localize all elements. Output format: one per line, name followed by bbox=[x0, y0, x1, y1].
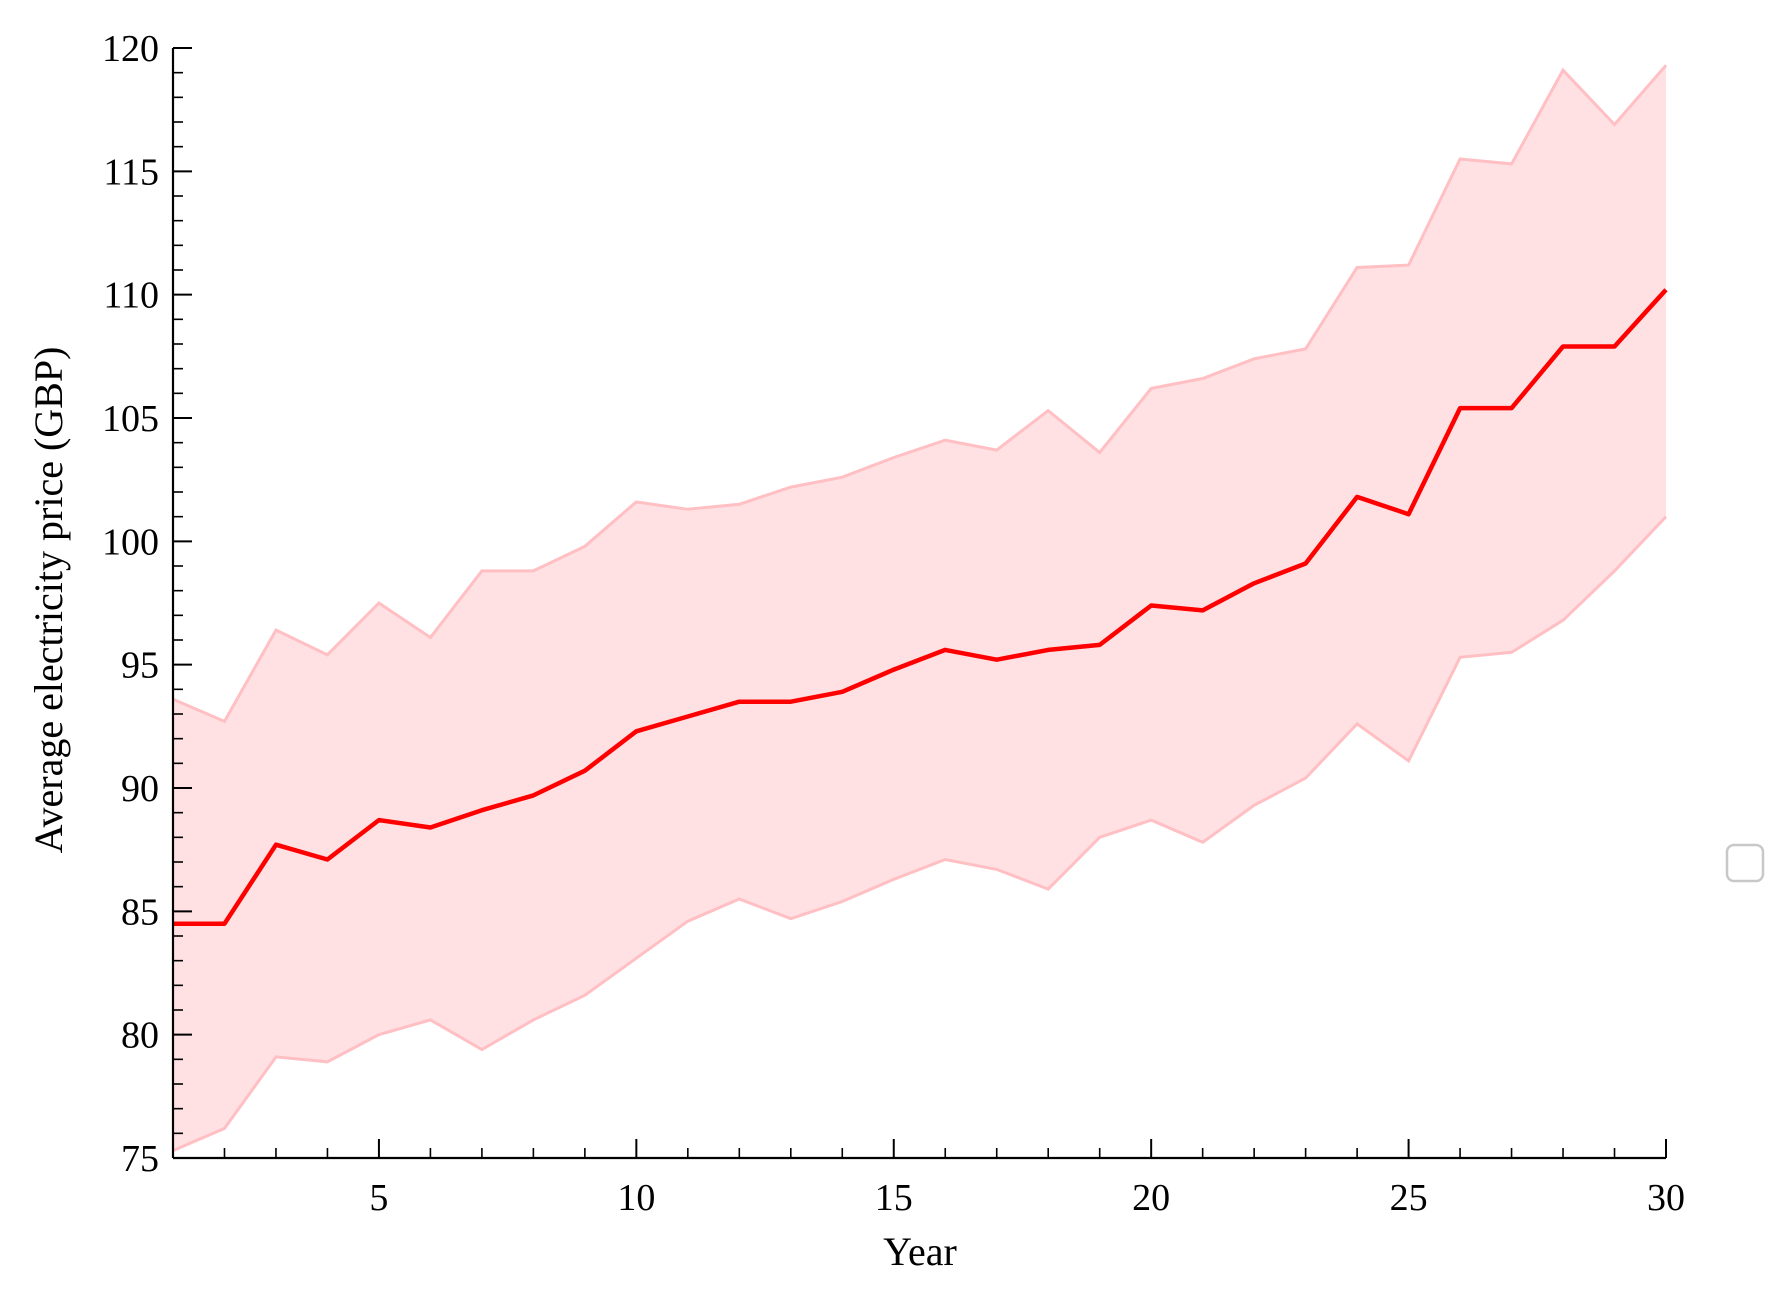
y-tick-label: 110 bbox=[103, 275, 159, 317]
x-tick-label: 5 bbox=[369, 1177, 388, 1219]
y-tick-label: 85 bbox=[121, 891, 159, 933]
x-tick-label: 20 bbox=[1132, 1177, 1170, 1219]
y-tick-label: 80 bbox=[121, 1015, 159, 1057]
x-tick-label: 30 bbox=[1647, 1177, 1685, 1219]
uncertainty-band bbox=[173, 65, 1666, 1150]
y-tick-label: 90 bbox=[121, 768, 159, 810]
y-tick-label: 75 bbox=[121, 1138, 159, 1180]
y-tick-label: 120 bbox=[102, 28, 159, 70]
y-axis-label: Average electricity price (GBP) bbox=[26, 347, 71, 854]
x-axis-label: Year bbox=[883, 1229, 957, 1274]
x-tick-label: 25 bbox=[1390, 1177, 1428, 1219]
plot-area bbox=[173, 65, 1666, 1150]
y-tick-label: 100 bbox=[102, 521, 159, 563]
x-tick-label: 10 bbox=[617, 1177, 655, 1219]
y-tick-label: 105 bbox=[102, 398, 159, 440]
y-tick-label: 95 bbox=[121, 645, 159, 687]
empty-legend-box bbox=[1727, 845, 1763, 881]
y-tick-label: 115 bbox=[103, 151, 159, 193]
x-tick-label: 15 bbox=[875, 1177, 913, 1219]
